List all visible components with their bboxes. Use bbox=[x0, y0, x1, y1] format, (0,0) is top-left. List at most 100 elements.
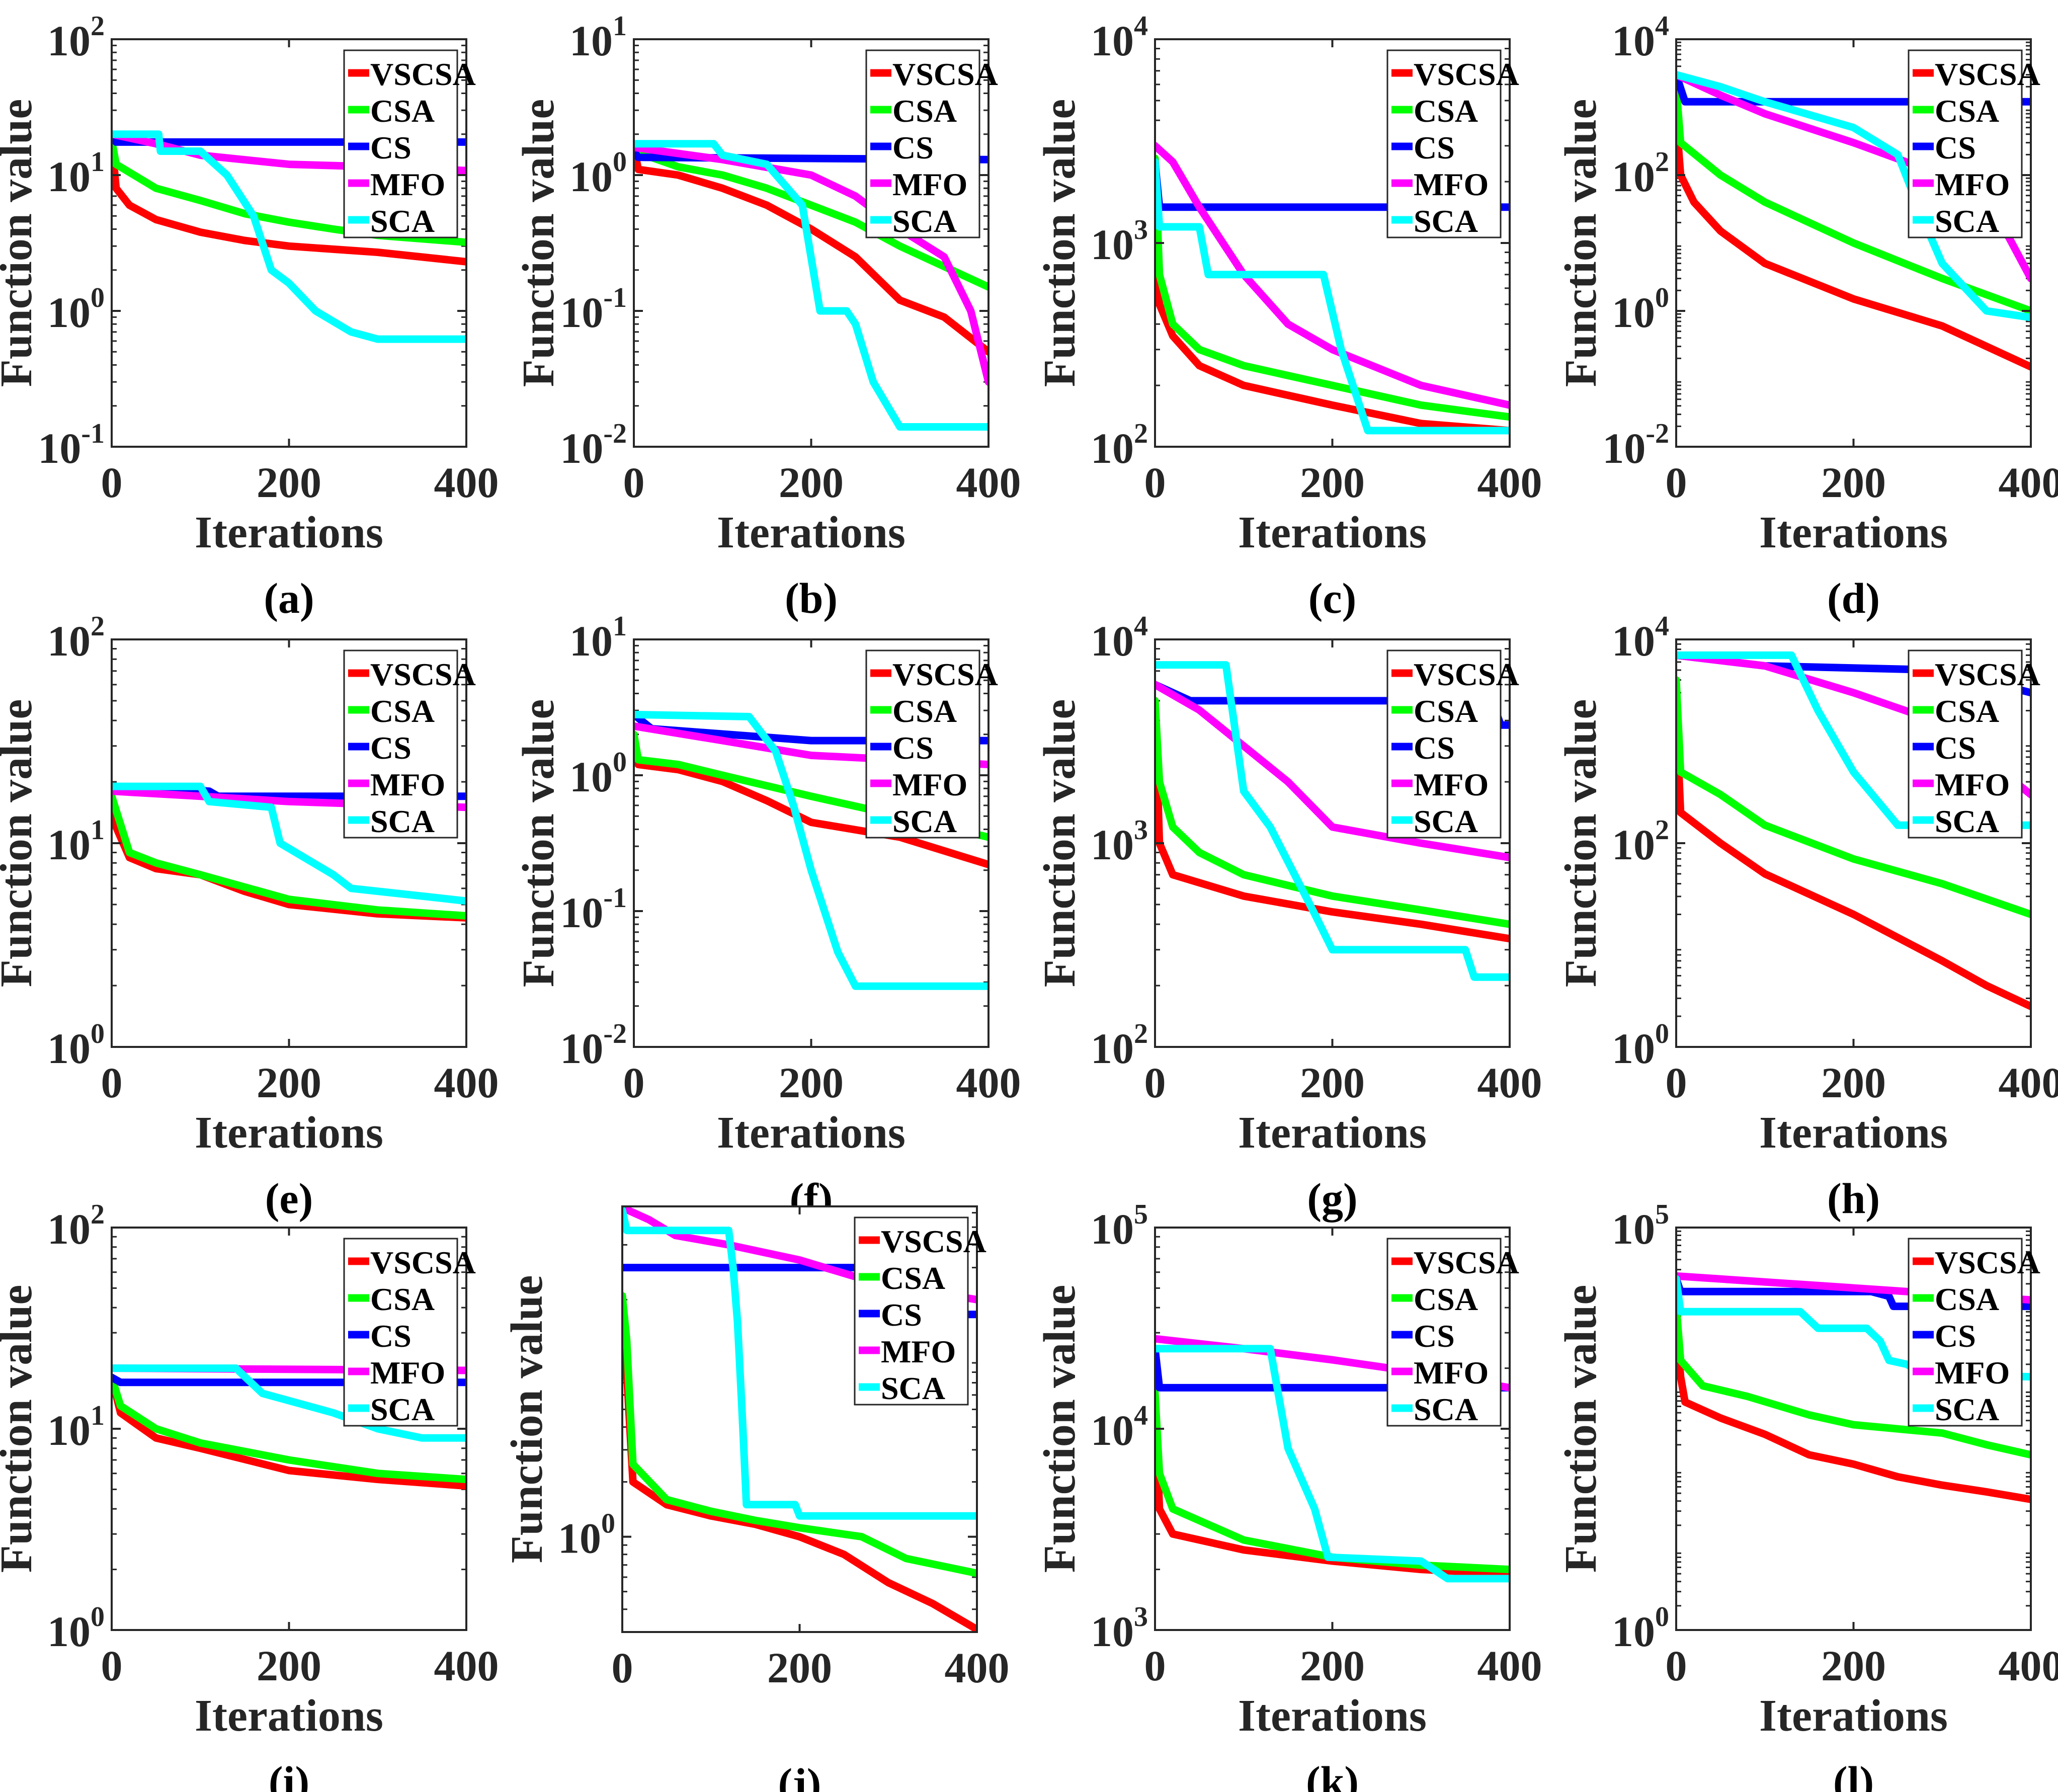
legend-label: VSCSA bbox=[1935, 56, 2040, 92]
y-tick-label: 105 bbox=[1091, 1199, 1148, 1253]
series-line-vscsa bbox=[1676, 1318, 2031, 1503]
series-group bbox=[112, 782, 466, 922]
y-tick-label: 105 bbox=[1612, 1199, 1669, 1253]
y-tick-exponent: -2 bbox=[1645, 418, 1669, 449]
y-tick-label: 102 bbox=[47, 11, 105, 65]
y-tick-exponent: 4 bbox=[1655, 611, 1669, 642]
legend-label: MFO bbox=[1935, 1355, 2010, 1391]
panel-label: (g) bbox=[1307, 1174, 1357, 1223]
y-tick-exponent: 0 bbox=[601, 1508, 615, 1539]
legend-label: MFO bbox=[370, 1355, 445, 1391]
legend-label: SCA bbox=[1414, 203, 1478, 239]
x-tick-label: 0 bbox=[101, 458, 123, 507]
series-line-vscsa bbox=[1155, 1390, 1510, 1578]
y-tick-label: 100 bbox=[1612, 282, 1669, 337]
y-tick-exponent: 0 bbox=[91, 282, 105, 313]
y-tick-base: 10 bbox=[560, 1024, 603, 1073]
y-tick-label: 101 bbox=[47, 1400, 105, 1454]
legend-label: SCA bbox=[1935, 803, 1999, 839]
y-axis-label: Function value bbox=[0, 699, 41, 988]
y-tick-base: 10 bbox=[47, 1205, 91, 1253]
y-axis-label: Function value bbox=[1035, 99, 1085, 387]
legend-label: CS bbox=[892, 130, 934, 166]
y-tick-base: 10 bbox=[47, 617, 91, 665]
y-tick-base: 10 bbox=[1612, 1607, 1655, 1656]
legend-label: VSCSA bbox=[881, 1224, 986, 1259]
legend-label: CSA bbox=[1935, 1281, 1999, 1317]
legend-label: CS bbox=[892, 730, 934, 766]
x-tick-label: 400 bbox=[1999, 1642, 2058, 1690]
y-tick-exponent: 0 bbox=[613, 146, 627, 178]
y-tick-exponent: 2 bbox=[91, 611, 105, 642]
y-tick-base: 10 bbox=[1091, 424, 1134, 472]
y-tick-label: 102 bbox=[47, 611, 105, 665]
legend-label: CSA bbox=[370, 693, 435, 729]
legend-label: SCA bbox=[1935, 1392, 1999, 1427]
legend-label: CSA bbox=[1414, 693, 1478, 729]
y-tick-exponent: 3 bbox=[1134, 214, 1148, 246]
y-tick-label: 10-2 bbox=[1602, 418, 1669, 472]
series-line-csa bbox=[1676, 676, 2031, 918]
y-axis-label: Function value bbox=[1556, 699, 1606, 988]
series-line-vscsa bbox=[112, 1373, 466, 1490]
y-tick-label: 103 bbox=[1091, 1601, 1148, 1656]
series-line-mfo bbox=[1155, 681, 1510, 862]
y-tick-base: 10 bbox=[1612, 821, 1655, 869]
y-tick-label: 100 bbox=[47, 1018, 105, 1073]
panel-label: (j) bbox=[778, 1759, 821, 1792]
legend-label: SCA bbox=[1414, 803, 1478, 839]
y-tick-base: 10 bbox=[47, 1024, 91, 1073]
series-line-csa bbox=[1676, 83, 2031, 315]
y-tick-exponent: 4 bbox=[1655, 11, 1669, 42]
y-tick-exponent: 2 bbox=[1655, 146, 1669, 178]
series-line-sca bbox=[112, 782, 466, 905]
x-tick-label: 200 bbox=[257, 1642, 321, 1690]
series-line-vscsa bbox=[634, 143, 989, 356]
series-line-vscsa bbox=[1155, 154, 1510, 435]
legend-label: CS bbox=[881, 1297, 922, 1333]
y-tick-exponent: 1 bbox=[613, 11, 627, 42]
y-tick-label: 100 bbox=[1612, 1601, 1669, 1656]
legend-label: CS bbox=[370, 1318, 411, 1354]
y-tick-exponent: 0 bbox=[1655, 282, 1669, 313]
y-tick-base: 10 bbox=[1612, 1205, 1655, 1253]
y-tick-label: 103 bbox=[1091, 814, 1148, 869]
legend-label: SCA bbox=[881, 1370, 945, 1406]
legend-label: SCA bbox=[370, 803, 435, 839]
panel-label: (h) bbox=[1827, 1174, 1880, 1223]
y-tick-label: 101 bbox=[569, 11, 627, 65]
legend-label: VSCSA bbox=[1935, 1245, 2040, 1280]
series-line-sca bbox=[1155, 661, 1510, 981]
y-tick-base: 10 bbox=[47, 1406, 91, 1454]
y-tick-base: 10 bbox=[1602, 424, 1645, 472]
y-tick-base: 10 bbox=[47, 1607, 91, 1656]
series-line-sca bbox=[1676, 71, 2031, 321]
legend-label: VSCSA bbox=[370, 1245, 476, 1280]
series-line-csa bbox=[1676, 1301, 2031, 1459]
legend-label: SCA bbox=[892, 203, 957, 239]
panel-label: (i) bbox=[269, 1757, 309, 1792]
y-axis-label: Function value bbox=[514, 699, 563, 988]
panel-label: (k) bbox=[1306, 1757, 1359, 1792]
legend-label: CSA bbox=[881, 1260, 945, 1296]
legend-label: CSA bbox=[370, 93, 435, 129]
y-axis-label: Function value bbox=[1035, 699, 1085, 988]
series-group bbox=[1155, 142, 1510, 435]
x-tick-label: 200 bbox=[767, 1644, 832, 1692]
legend-label: CS bbox=[1935, 130, 1976, 166]
legend-label: SCA bbox=[370, 1392, 435, 1427]
y-tick-exponent: 2 bbox=[91, 1199, 105, 1230]
y-tick-base: 10 bbox=[560, 888, 603, 937]
y-tick-base: 10 bbox=[1091, 1406, 1134, 1454]
series-line-sca bbox=[1155, 158, 1510, 435]
x-axis-label: Iterations bbox=[1238, 508, 1427, 557]
y-tick-exponent: -1 bbox=[603, 282, 627, 313]
x-tick-label: 200 bbox=[1300, 1642, 1365, 1690]
